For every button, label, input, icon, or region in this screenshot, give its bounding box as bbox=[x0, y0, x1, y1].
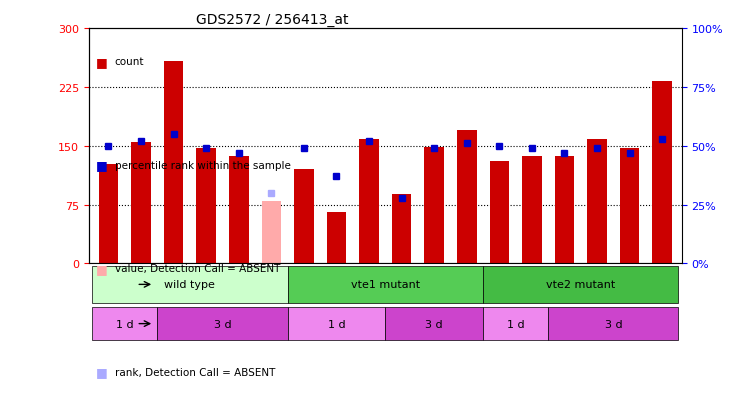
Text: vte1 mutant: vte1 mutant bbox=[350, 280, 420, 290]
Bar bbox=[164, 62, 183, 264]
Text: GDS2572 / 256413_at: GDS2572 / 256413_at bbox=[196, 12, 348, 26]
Bar bbox=[99, 164, 119, 264]
Bar bbox=[619, 149, 639, 264]
Text: 1 d: 1 d bbox=[328, 319, 345, 329]
Text: 3 d: 3 d bbox=[213, 319, 231, 329]
Bar bbox=[294, 170, 313, 264]
FancyBboxPatch shape bbox=[92, 266, 288, 304]
Bar bbox=[425, 148, 444, 264]
Text: ■: ■ bbox=[96, 365, 108, 378]
Bar bbox=[490, 162, 509, 264]
Text: wild type: wild type bbox=[165, 280, 216, 290]
FancyBboxPatch shape bbox=[288, 266, 483, 304]
Text: ■: ■ bbox=[96, 55, 108, 69]
Bar bbox=[131, 142, 151, 264]
Bar bbox=[457, 131, 476, 264]
Text: count: count bbox=[115, 57, 144, 67]
FancyBboxPatch shape bbox=[157, 307, 288, 340]
Text: percentile rank within the sample: percentile rank within the sample bbox=[115, 160, 290, 170]
Bar bbox=[196, 149, 216, 264]
Text: value, Detection Call = ABSENT: value, Detection Call = ABSENT bbox=[115, 263, 280, 273]
Text: 3 d: 3 d bbox=[605, 319, 622, 329]
FancyBboxPatch shape bbox=[548, 307, 679, 340]
FancyBboxPatch shape bbox=[483, 266, 679, 304]
FancyBboxPatch shape bbox=[288, 307, 385, 340]
Text: 3 d: 3 d bbox=[425, 319, 443, 329]
Text: ■: ■ bbox=[96, 159, 108, 172]
Bar bbox=[229, 157, 248, 264]
Bar bbox=[555, 157, 574, 264]
Text: ■: ■ bbox=[96, 262, 108, 275]
Bar bbox=[392, 195, 411, 264]
Text: rank, Detection Call = ABSENT: rank, Detection Call = ABSENT bbox=[115, 367, 275, 377]
Text: 1 d: 1 d bbox=[116, 319, 133, 329]
Bar bbox=[327, 213, 346, 264]
Bar bbox=[359, 140, 379, 264]
FancyBboxPatch shape bbox=[92, 307, 157, 340]
Bar bbox=[262, 201, 281, 264]
Bar bbox=[522, 157, 542, 264]
Text: vte2 mutant: vte2 mutant bbox=[546, 280, 615, 290]
Text: 1 d: 1 d bbox=[507, 319, 525, 329]
FancyBboxPatch shape bbox=[483, 307, 548, 340]
FancyBboxPatch shape bbox=[385, 307, 483, 340]
Bar bbox=[588, 140, 607, 264]
Bar bbox=[652, 82, 672, 264]
